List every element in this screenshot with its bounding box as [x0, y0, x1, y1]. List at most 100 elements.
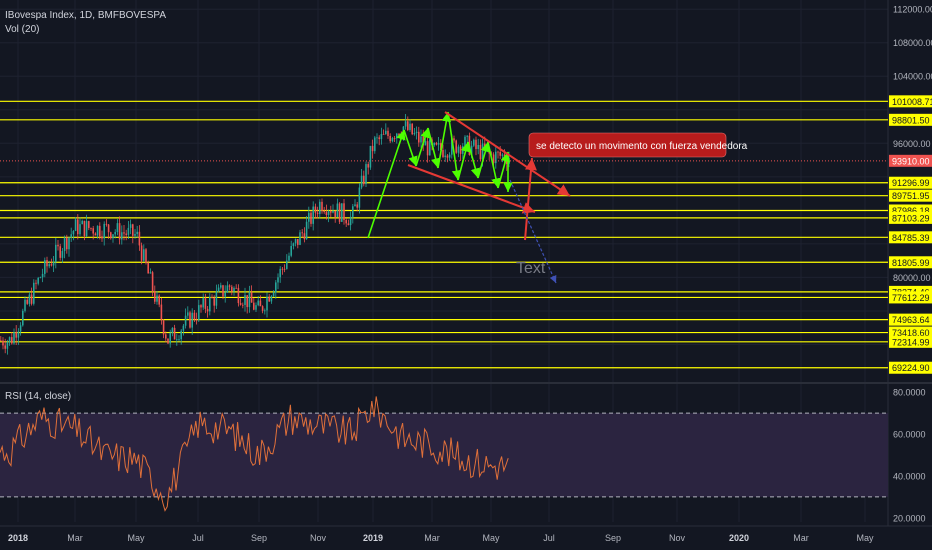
level-badge-10	[889, 313, 932, 326]
rsi-axis-label-2: 40.0000	[893, 471, 926, 481]
candle-body	[55, 244, 57, 262]
candle-body	[220, 285, 222, 288]
candle-body	[235, 287, 237, 289]
last-price-badge	[889, 154, 932, 167]
candle-body	[39, 277, 42, 279]
price-axis-label-0: 112000.00	[893, 5, 932, 15]
candle-body	[2, 340, 4, 346]
candle-body	[462, 146, 464, 154]
candle-body	[96, 225, 99, 236]
projection-blue-arrow	[509, 179, 557, 284]
rsi-legend: RSI (14, close)	[5, 391, 72, 402]
candle-body	[457, 146, 460, 153]
candle-body	[275, 282, 277, 293]
level-badge-11	[889, 326, 932, 339]
candle-body	[233, 287, 235, 292]
candle-body	[180, 330, 182, 340]
candle-body	[272, 292, 275, 297]
candle-body	[90, 227, 92, 229]
candle-body	[413, 132, 416, 135]
candle-body	[259, 300, 262, 307]
candle-body	[140, 245, 143, 261]
candle-body	[396, 133, 398, 139]
candle-body	[398, 133, 400, 136]
candle-body	[470, 145, 473, 155]
candle-body	[319, 201, 321, 214]
candle-body	[341, 203, 343, 222]
candle-body	[336, 203, 339, 218]
candle-body	[13, 332, 15, 344]
wave-arrow-5	[447, 111, 462, 181]
candle-body	[116, 223, 119, 233]
level-label-3: 89751.95	[892, 191, 930, 201]
candle-body	[6, 342, 9, 349]
wave-arrow-10	[497, 151, 511, 189]
candle-body	[11, 337, 13, 344]
candle-body	[50, 264, 53, 266]
wave-arrow-8	[477, 141, 491, 179]
candle-body	[162, 320, 165, 335]
candle-body	[46, 260, 48, 267]
candles	[0, 114, 510, 355]
level-badge-6	[889, 231, 932, 244]
candle-body	[154, 291, 156, 302]
candle-body	[301, 232, 303, 234]
candle-body	[358, 187, 361, 208]
candle-body	[99, 225, 101, 237]
candle-body	[26, 299, 28, 304]
candle-body	[312, 206, 314, 224]
candle-body	[477, 144, 479, 150]
candle-body	[136, 231, 138, 235]
candle-body	[451, 138, 453, 155]
level-label-4: 87986.18	[892, 206, 930, 216]
candle-body	[327, 211, 330, 215]
candle-body	[28, 294, 31, 304]
candle-body	[343, 203, 345, 221]
time-axis-label-2: May	[127, 533, 145, 543]
rsi-band	[0, 413, 888, 497]
candle-body	[8, 337, 11, 343]
candle-body	[35, 282, 37, 284]
candle-body	[435, 142, 438, 145]
candle-body	[72, 230, 75, 235]
time-axis-label-8: May	[482, 533, 500, 543]
candle-body	[349, 216, 352, 226]
candle-body	[352, 206, 354, 217]
candle-body	[246, 295, 248, 308]
candle-body	[121, 232, 123, 240]
candle-body	[88, 221, 90, 228]
candle-body	[105, 223, 108, 225]
candle-body	[338, 203, 341, 222]
vertical-red-arrow	[524, 157, 537, 241]
candle-body	[211, 297, 213, 299]
candle-body	[83, 220, 86, 237]
candle-body	[453, 138, 455, 141]
candle-body	[81, 220, 83, 225]
candle-body	[334, 210, 336, 218]
candle-body	[429, 139, 431, 156]
candle-body	[404, 121, 407, 127]
level-label-12: 72314.99	[892, 337, 930, 347]
candle-body	[316, 212, 319, 214]
candle-body	[446, 155, 449, 158]
candle-body	[187, 312, 189, 316]
candle-body	[147, 263, 149, 274]
candle-body	[184, 315, 187, 326]
candle-body	[360, 175, 363, 188]
candle-body	[261, 306, 264, 311]
candle-body	[68, 237, 70, 250]
time-axis-label-12: 2020	[729, 533, 749, 543]
candle-body	[134, 234, 136, 236]
candle-body	[292, 243, 295, 246]
candle-body	[426, 141, 429, 156]
candle-body	[492, 154, 495, 164]
candle-body	[473, 139, 475, 146]
candle-body	[193, 312, 196, 320]
price-axis-label-2: 104000.00	[893, 72, 932, 82]
candle-body	[191, 312, 193, 328]
candle-body	[107, 224, 110, 233]
candle-body	[380, 134, 383, 140]
candle-body	[308, 212, 310, 222]
